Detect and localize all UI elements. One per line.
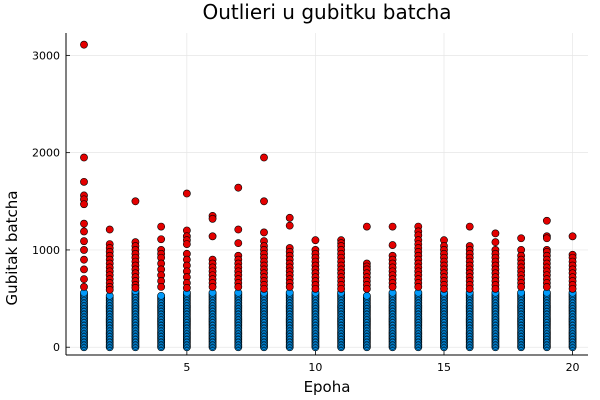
outlier-point xyxy=(465,222,474,231)
y-tick-label: 2000 xyxy=(32,147,60,160)
outlier-point xyxy=(234,225,243,234)
x-axis-title: Epoha xyxy=(304,378,351,396)
outlier-point xyxy=(80,237,88,246)
outlier-point xyxy=(568,232,577,241)
outlier-point xyxy=(337,284,346,293)
outlier-point xyxy=(157,235,166,244)
outlier-point xyxy=(131,283,140,292)
outlier-point xyxy=(80,153,88,162)
outlier-point xyxy=(285,213,294,222)
outlier-point xyxy=(80,227,88,236)
outlier-point xyxy=(260,228,268,237)
outlier-point xyxy=(465,284,474,293)
outlier-point xyxy=(234,183,243,192)
outlier-point xyxy=(80,275,88,284)
chart-title: Outlieri u gubitku batcha xyxy=(202,0,451,24)
outlier-point xyxy=(157,222,166,231)
outlier-point xyxy=(208,232,217,241)
outlier-point xyxy=(260,284,268,293)
outlier-point xyxy=(491,238,500,247)
outlier-point xyxy=(131,197,140,206)
x-tick-label: 5 xyxy=(183,361,190,374)
outlier-point xyxy=(388,222,397,231)
outlier-point xyxy=(105,285,114,294)
grid-lines xyxy=(66,33,588,355)
outlier-point xyxy=(285,221,294,230)
outlier-point xyxy=(260,153,268,162)
outlier-point xyxy=(285,283,294,291)
outlier-point xyxy=(311,284,320,293)
outlier-point xyxy=(80,283,88,291)
outlier-point xyxy=(234,283,243,291)
outlier-point xyxy=(542,234,551,243)
outlier-point xyxy=(414,283,423,291)
y-tick-label: 3000 xyxy=(32,49,60,62)
x-tick-label: 10 xyxy=(308,361,322,374)
inlier-point xyxy=(362,291,371,300)
y-tick-label: 0 xyxy=(53,341,60,354)
outlier-point xyxy=(182,189,191,198)
outlier-point xyxy=(517,234,526,243)
outlier-point xyxy=(80,255,88,264)
outlier-point xyxy=(208,283,217,291)
outlier-point xyxy=(568,284,577,293)
y-tick-label: 1000 xyxy=(32,244,60,257)
outlier-point xyxy=(311,236,320,245)
outlier-point xyxy=(105,225,114,234)
tick-labels: 5 10 15 20 0 1000 2000 3000 xyxy=(32,49,580,374)
x-tick-label: 15 xyxy=(437,361,451,374)
outlier-point xyxy=(542,283,551,291)
x-tick-label: 20 xyxy=(566,361,580,374)
outlier-point xyxy=(182,283,191,292)
y-axis-title: Gubitak batcha xyxy=(3,191,21,306)
outlier-point xyxy=(80,246,88,254)
outlier-point xyxy=(388,241,397,249)
outlier-point xyxy=(517,283,526,291)
data-points xyxy=(80,40,577,352)
axes xyxy=(65,33,588,356)
outlier-point xyxy=(80,40,88,49)
inlier-point xyxy=(157,291,166,300)
outlier-point xyxy=(362,284,371,293)
outlier-point xyxy=(80,265,88,274)
outlier-point xyxy=(80,200,88,209)
outlier-point xyxy=(182,240,191,248)
outlier-point xyxy=(542,216,551,225)
outlier-point xyxy=(80,177,88,186)
outlier-point xyxy=(208,214,217,223)
outlier-point xyxy=(260,197,268,206)
outlier-point xyxy=(388,283,397,291)
outlier-point xyxy=(440,284,448,293)
outlier-point xyxy=(491,229,500,238)
outlier-point xyxy=(234,239,243,248)
outlier-point xyxy=(157,283,166,291)
outlier-point xyxy=(80,219,88,228)
outlier-point xyxy=(362,222,371,231)
outlier-point xyxy=(491,284,500,293)
